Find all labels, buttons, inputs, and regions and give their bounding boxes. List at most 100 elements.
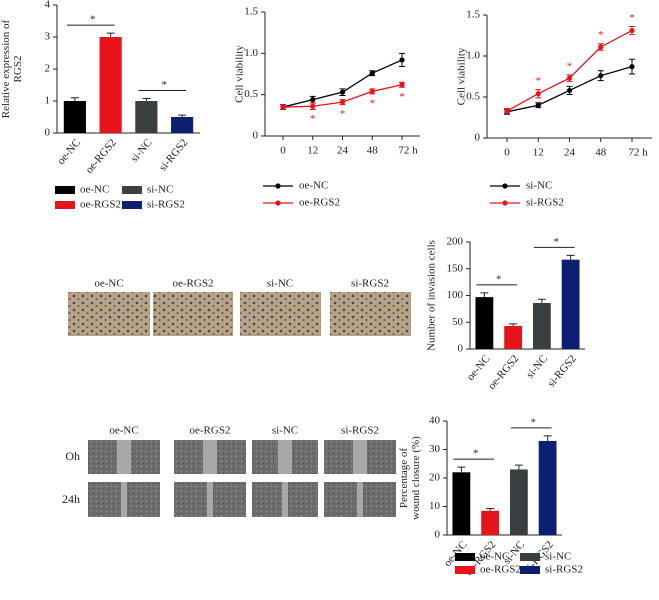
legend-label: oe-RGS2 xyxy=(80,199,121,211)
y-tick-label: 0 xyxy=(435,529,441,541)
point xyxy=(535,102,541,108)
legend-label: si-NC xyxy=(526,180,552,192)
y-tick-label: 50 xyxy=(452,316,464,328)
legend-label: oe-RGS2 xyxy=(299,197,340,209)
chart: 0 0.5 1.0 1.5 Cell viability 0 12 24 48 72 h si-NC… xyxy=(456,9,652,209)
chart: 0 50 100 150 200 Number of invasion cells oe-N… xyxy=(426,236,585,392)
x-tick-label: 12 xyxy=(307,145,318,157)
point xyxy=(566,87,573,94)
significance-label: * xyxy=(310,113,316,125)
bar xyxy=(532,302,551,349)
chart: 0 10 20 30 40 Percentage ofwound closure (%) o… xyxy=(398,415,583,578)
x-tick-label: 0 xyxy=(504,147,510,159)
chart: 0 1 2 3 4 Relative expression ofRGS2 oe-NC oe-R… xyxy=(0,0,200,211)
bar xyxy=(481,510,500,535)
y-axis-label: Cell viability xyxy=(456,47,468,105)
point xyxy=(535,91,541,97)
invasion-images: oe-NC oe-RGS2 si-NC si-RGS2 xyxy=(68,278,411,336)
legend-label: si-NC xyxy=(545,551,571,563)
y-axis-label: Percentage ofwound closure (%) xyxy=(398,436,422,520)
point xyxy=(598,44,604,50)
y-tick-label: 3 xyxy=(45,31,51,43)
error-bar xyxy=(480,292,489,298)
significance-label: * xyxy=(629,12,635,24)
point xyxy=(504,108,510,114)
legend-label: si-RGS2 xyxy=(526,197,564,209)
y-axis-label: Relative expression ofRGS2 xyxy=(0,19,24,118)
y-tick-label: 4 xyxy=(45,0,51,11)
legend-label: oe-RGS2 xyxy=(480,564,521,576)
y-axis-label: Number of invasion cells xyxy=(426,240,438,351)
point xyxy=(310,103,316,109)
error-bar xyxy=(566,254,575,260)
legend-label: si-RGS2 xyxy=(545,564,583,576)
micrograph xyxy=(330,292,411,336)
point xyxy=(629,27,635,34)
legend-swatch xyxy=(55,186,75,194)
error-bar xyxy=(514,464,523,470)
legend-label: si-NC xyxy=(147,184,173,196)
row-label: Oh xyxy=(65,449,80,463)
y-tick-label: 1 xyxy=(45,95,51,107)
y-axis-label: Cell viability xyxy=(234,45,246,103)
y-tick-label: 10 xyxy=(429,500,441,512)
significance-label: * xyxy=(536,75,542,87)
x-tick-label: 72 h xyxy=(398,145,418,157)
x-tick-label: oe-NC xyxy=(55,137,83,167)
error-bar xyxy=(70,97,79,101)
x-tick-label: si-NC xyxy=(524,353,550,381)
bar xyxy=(135,101,158,133)
y-tick-label: 1.5 xyxy=(466,9,480,21)
significance-label: * xyxy=(340,108,346,120)
y-label-line: Percentage of xyxy=(398,448,410,508)
point xyxy=(339,99,346,105)
x-tick-label: si-RGS2 xyxy=(545,353,579,390)
wound-gap xyxy=(357,482,363,517)
legend-marker xyxy=(502,183,508,189)
legend-swatch xyxy=(520,553,540,561)
legend-label: oe-NC xyxy=(480,551,509,563)
legend-swatch xyxy=(122,201,142,209)
image-label: si-RGS2 xyxy=(341,425,379,437)
image-label: oe-NC xyxy=(109,425,138,437)
bar xyxy=(171,117,194,133)
wound-gap xyxy=(207,482,213,517)
point xyxy=(339,89,346,95)
error-bar xyxy=(457,466,466,473)
micrograph xyxy=(153,292,233,336)
point xyxy=(598,73,604,79)
y-tick-label: 200 xyxy=(447,236,464,248)
x-tick-label: 48 xyxy=(595,147,607,159)
point xyxy=(399,57,405,63)
x-tick-label: oe-NC xyxy=(465,353,493,383)
point xyxy=(369,70,375,76)
significance-label: * xyxy=(473,448,479,460)
image-label: si-NC xyxy=(267,278,293,290)
image-label: oe-NC xyxy=(94,278,123,290)
y-tick-label: 1.0 xyxy=(244,47,258,59)
legend-marker xyxy=(502,200,508,206)
y-tick-label: 1.5 xyxy=(244,6,258,18)
image-label: oe-RGS2 xyxy=(190,425,231,437)
image-label: si-RGS2 xyxy=(351,278,389,290)
legend-label: oe-NC xyxy=(299,180,328,192)
x-tick-label: si-NC xyxy=(129,137,155,165)
y-label-line: Relative expression of xyxy=(0,19,12,118)
y-label-line: wound closure (%) xyxy=(410,436,422,520)
bar xyxy=(63,101,86,133)
y-tick-label: 0 xyxy=(253,130,259,142)
x-tick-label: si-RGS2 xyxy=(157,137,191,174)
y-tick-label: 40 xyxy=(429,415,441,427)
micrograph xyxy=(240,292,321,336)
y-tick-label: 1.0 xyxy=(466,50,480,62)
legend-swatch xyxy=(455,566,475,574)
legend-swatch xyxy=(520,566,540,574)
y-tick-label: 0.5 xyxy=(244,88,258,100)
wound-gap xyxy=(278,440,292,474)
bar xyxy=(504,325,523,349)
y-tick-label: 0 xyxy=(45,127,51,139)
wound-gap xyxy=(282,482,288,517)
y-tick-label: 2 xyxy=(45,63,51,75)
error-bar xyxy=(543,435,552,441)
